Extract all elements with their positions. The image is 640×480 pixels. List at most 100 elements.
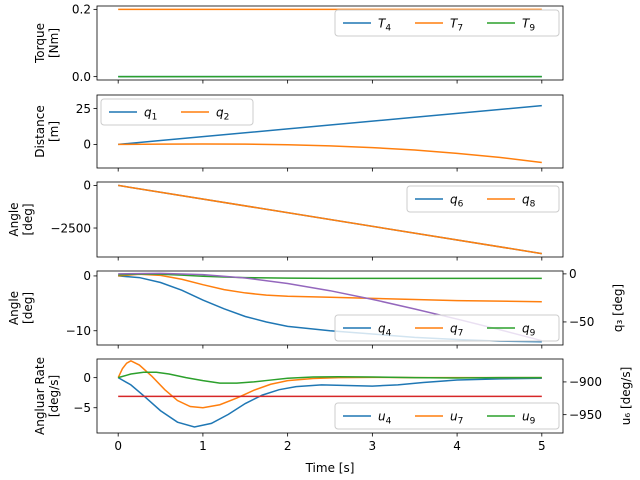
legend-label: T7: [450, 17, 463, 34]
y-right-axis-label: q₃ [deg]: [611, 284, 625, 332]
legend-label: q9: [522, 322, 536, 339]
legend-label-subscript: 4: [386, 417, 392, 427]
legend: T4 T7 T9: [334, 9, 560, 37]
legend-label: q8: [522, 193, 536, 210]
y-right-axis-label: u₆ [deg/s]: [619, 367, 633, 426]
legend-label: q4: [378, 322, 392, 339]
series-line-q1: [118, 104, 542, 146]
y-right-tick-label: −900: [569, 375, 602, 389]
y-axis-label: Torque[Nm]: [33, 23, 61, 64]
y-axis-label-line: [m]: [47, 121, 61, 142]
y-tick-label: −2500: [50, 221, 91, 235]
legend-label-symbol: T: [522, 17, 531, 31]
series-line-q7: [118, 273, 542, 303]
y-axis-label: Distance[m]: [33, 105, 61, 157]
legend-label: u4: [378, 410, 392, 427]
legend-label: u9: [522, 410, 536, 427]
y-axis-label: Angluar Rate[deg/s]: [33, 357, 61, 435]
y-tick-label: 0.0: [72, 70, 91, 84]
legend-label-symbol: u: [378, 410, 386, 424]
x-tick-label: 2: [284, 439, 292, 453]
legend: q6 q8: [406, 185, 560, 213]
axes-frame: [96, 181, 564, 258]
legend-label-symbol: q: [450, 322, 458, 336]
x-tick-label: 0: [114, 439, 122, 453]
legend: q1 q2: [100, 98, 254, 126]
y-axis-label-line: [deg/s]: [47, 375, 61, 417]
y-tick-label: 0: [83, 138, 91, 152]
x-axis-label: Time [s]: [305, 461, 355, 475]
legend-label-symbol: q: [144, 106, 152, 120]
series-line-u4: [117, 376, 542, 428]
legend-label: T4: [378, 17, 391, 34]
legend-label-subscript: 4: [386, 329, 392, 339]
legend-box: [334, 402, 560, 430]
y-tick-label: 0.2: [72, 3, 91, 17]
y-right-tick-label: 0: [569, 267, 577, 281]
y-right-tick-label: −950: [569, 408, 602, 422]
legend-label-symbol: u: [522, 410, 530, 424]
x-tick-label: 4: [453, 439, 461, 453]
axes-frame: [96, 270, 564, 346]
legend-label: q7: [450, 322, 463, 339]
legend: u4 u7 u9: [334, 402, 560, 430]
legend-label-subscript: 7: [458, 417, 464, 427]
legend-box: [100, 98, 254, 126]
y-axis-label-line: Angluar Rate: [33, 357, 47, 435]
series-line-q8: [118, 184, 542, 255]
axes-frame: [96, 5, 564, 81]
legend-box: [334, 314, 560, 342]
y-tick-label: 0: [83, 371, 91, 385]
series-line-q2: [118, 143, 542, 164]
legend-label-symbol: q: [450, 193, 458, 207]
y-axis-label-line: Angle: [7, 291, 21, 325]
legend-label-symbol: T: [450, 17, 459, 31]
y-axis-label-line: [deg]: [21, 292, 35, 324]
legend-label: q1: [144, 106, 157, 123]
series-line-q9: [118, 273, 542, 280]
legend-label: q2: [216, 106, 229, 123]
y-axis-label-line: Angle: [7, 202, 21, 236]
legend-label-subscript: 2: [224, 113, 230, 123]
legend-label-symbol: q: [378, 322, 386, 336]
series-line-u9: [117, 371, 542, 384]
y-tick-label: −10: [66, 324, 91, 338]
legend-label-subscript: 7: [457, 24, 463, 34]
y-axis-label-line: Torque: [33, 23, 47, 64]
x-tick-label: 5: [538, 439, 546, 453]
axes-frame: [96, 358, 564, 434]
y-axis-label-line: Distance: [33, 105, 47, 157]
legend-label-symbol: q: [216, 106, 224, 120]
legend-label: q6: [450, 193, 464, 210]
axes-frame: [96, 94, 564, 169]
y-tick-label: −5: [73, 401, 91, 415]
legend-label-symbol: q: [522, 322, 530, 336]
y-tick-label: 25: [76, 102, 91, 116]
legend-label-symbol: u: [450, 410, 458, 424]
y-axis-label: Angle[deg]: [7, 291, 35, 325]
legend-label-subscript: 7: [458, 329, 464, 339]
x-tick-label: 1: [199, 439, 207, 453]
panel-5: 0 1 2 3 4 5 Time [s] 0 −5 Angluar Rate[deg/s] −900…: [33, 357, 633, 475]
legend-label-subscript: 4: [385, 24, 391, 34]
legend-label-subscript: 8: [530, 200, 536, 210]
series-line-u7: [117, 359, 542, 409]
legend-box: [334, 9, 560, 37]
legend-label-subscript: 6: [458, 200, 464, 210]
y-tick-label: 0: [83, 269, 91, 283]
y-axis-label-line: [deg]: [21, 204, 35, 236]
legend-label-subscript: 9: [529, 24, 535, 34]
legend-label: T9: [522, 17, 535, 34]
legend-label-symbol: T: [378, 17, 387, 31]
legend-label: u7: [450, 410, 463, 427]
y-axis-label-line: [Nm]: [47, 28, 61, 58]
legend-label-symbol: q: [522, 193, 530, 207]
y-axis-label: Angle[deg]: [7, 202, 35, 236]
legend-label-subscript: 1: [152, 113, 158, 123]
y-tick-label: 0: [83, 179, 91, 193]
